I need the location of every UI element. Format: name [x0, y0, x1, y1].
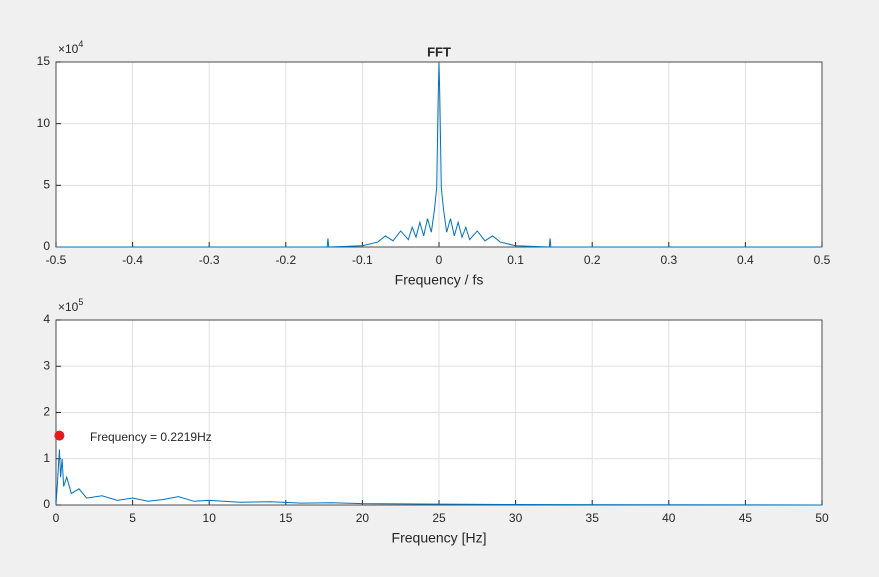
y-tick-label: 10 [37, 116, 51, 130]
x-tick-label: 0.5 [814, 253, 831, 267]
x-tick-label: 40 [662, 511, 676, 525]
x-tick-label: 10 [203, 511, 217, 525]
y-tick-label: 15 [37, 54, 51, 68]
x-axis-label: Frequency / fs [395, 272, 484, 288]
y-scale-base: ×10 [58, 300, 79, 314]
x-tick-label: 50 [815, 511, 829, 525]
data-line [56, 61, 822, 248]
x-tick-label: 0.1 [507, 253, 524, 267]
x-tick-label: -0.5 [46, 253, 67, 267]
x-tick-label: 35 [586, 511, 600, 525]
data-line [55, 449, 823, 506]
x-tick-label: 0 [53, 511, 60, 525]
x-tick-label: -0.2 [275, 253, 296, 267]
y-scale-base: ×10 [58, 42, 79, 56]
axes-box [55, 319, 823, 506]
y-tick-label: 0 [43, 497, 50, 511]
y-tick-label: 0 [43, 239, 50, 253]
y-scale-label: ×105 [58, 297, 83, 314]
y-tick-label: 1 [43, 451, 50, 465]
y-scale-label: ×104 [58, 39, 83, 56]
x-tick-label: 20 [356, 511, 370, 525]
chart-title: FFT [427, 44, 451, 59]
peak-marker [54, 430, 65, 441]
x-axis-label: Frequency [Hz] [392, 530, 487, 546]
y-scale-exponent: 4 [78, 39, 83, 49]
y-tick-label: 2 [43, 405, 50, 419]
x-tick-label: 0.3 [660, 253, 677, 267]
x-tick-label: 25 [432, 511, 446, 525]
x-tick-label: 30 [509, 511, 523, 525]
x-tick-label: 0.4 [737, 253, 754, 267]
x-tick-label: 15 [279, 511, 293, 525]
annotation: Frequency = 0.2219Hz [90, 430, 212, 444]
x-tick-label: -0.1 [352, 253, 373, 267]
y-tick-label: 4 [43, 312, 50, 326]
x-tick-label: -0.4 [122, 253, 143, 267]
x-tick-label: 0 [436, 253, 443, 267]
y-tick-label: 3 [43, 358, 50, 372]
y-scale-exponent: 5 [78, 297, 83, 307]
x-tick-label: 45 [739, 511, 753, 525]
x-tick-label: -0.3 [199, 253, 220, 267]
x-tick-label: 0.2 [584, 253, 601, 267]
x-tick-label: 5 [129, 511, 136, 525]
y-tick-label: 5 [43, 178, 50, 192]
